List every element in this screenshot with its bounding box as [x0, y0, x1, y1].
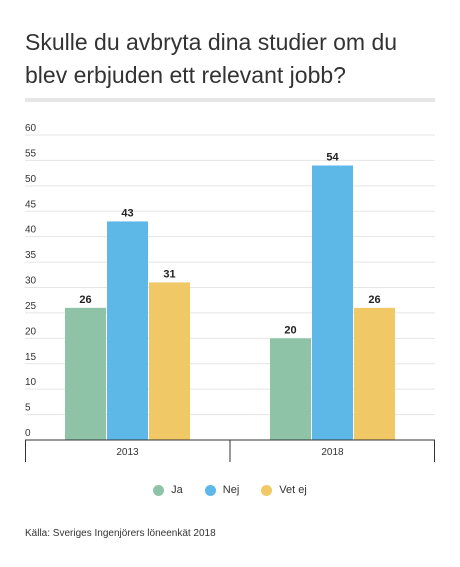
y-tick-label: 50: [25, 174, 37, 185]
legend: Ja Nej Vet ej: [0, 484, 460, 496]
y-tick-label: 60: [25, 123, 37, 134]
legend-label: Nej: [222, 484, 240, 496]
title-divider: [25, 98, 435, 102]
x-axis: 2013 2018: [25, 439, 435, 462]
y-tick-label: 25: [25, 301, 37, 312]
bar: [149, 282, 190, 440]
y-tick-label: 35: [25, 250, 37, 261]
y-tick-label: 55: [25, 148, 37, 159]
data-label: 31: [163, 268, 175, 280]
x-tick-label: 2018: [321, 447, 344, 458]
legend-swatch: [204, 484, 216, 496]
bar: [354, 307, 395, 440]
y-axis-ticks: 0 5 10 15 20 25 30 35 40 45 50 55 60: [25, 123, 37, 439]
legend-swatch: [261, 484, 273, 496]
y-tick-label: 40: [25, 225, 37, 236]
legend-label: Ja: [171, 484, 183, 496]
y-tick-label: 5: [25, 403, 31, 414]
x-tick-label: 2013: [116, 447, 139, 458]
y-tick-label: 15: [25, 352, 37, 363]
data-label: 26: [79, 294, 91, 306]
y-tick-label: 0: [25, 428, 31, 439]
bar-chart: 0 5 10 15 20 25 30 35 40 45 50 55 60 26 43 31 20 54 26 20…: [25, 123, 435, 462]
data-label: 43: [121, 207, 133, 219]
legend-item: Vet ej: [261, 484, 307, 496]
data-label: 26: [368, 294, 380, 306]
legend-item: Nej: [204, 484, 240, 496]
y-tick-label: 10: [25, 377, 37, 388]
legend-label: Vet ej: [279, 484, 307, 496]
bar: [312, 165, 353, 440]
chart-title: Skulle du avbryta dina studier om du ble…: [25, 29, 398, 88]
legend-item: Ja: [153, 484, 183, 496]
y-tick-label: 45: [25, 199, 37, 210]
source-note: Källa: Sveriges Ingenjörers löneenkät 20…: [25, 528, 216, 539]
legend-swatch: [153, 484, 165, 496]
data-labels: 26 43 31 20 54 26: [79, 152, 380, 337]
bar: [107, 221, 148, 440]
y-tick-label: 30: [25, 276, 37, 287]
data-label: 20: [284, 324, 296, 336]
bars: [65, 165, 395, 440]
bar: [270, 338, 311, 440]
data-label: 54: [326, 152, 339, 164]
bar: [65, 307, 106, 440]
y-tick-label: 20: [25, 326, 37, 337]
